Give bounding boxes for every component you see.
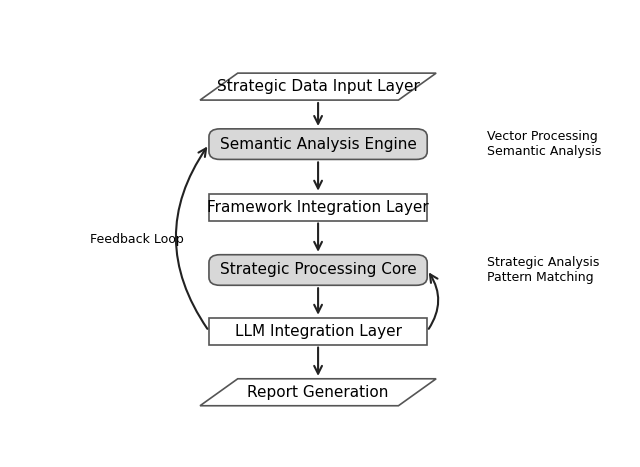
Text: Vector Processing
Semantic Analysis: Vector Processing Semantic Analysis [486, 130, 601, 158]
Text: Strategic Analysis
Pattern Matching: Strategic Analysis Pattern Matching [486, 256, 599, 284]
Text: Framework Integration Layer: Framework Integration Layer [207, 199, 429, 214]
Bar [209, 318, 428, 345]
Text: Strategic Data Input Layer: Strategic Data Input Layer [217, 79, 419, 94]
Text: Feedback Loop: Feedback Loop [90, 233, 184, 246]
Bar [209, 194, 428, 220]
FancyBboxPatch shape [209, 129, 428, 159]
Text: Report Generation: Report Generation [248, 385, 388, 400]
Polygon shape [200, 73, 436, 100]
Text: Semantic Analysis Engine: Semantic Analysis Engine [220, 137, 417, 152]
Text: LLM Integration Layer: LLM Integration Layer [235, 324, 401, 339]
FancyBboxPatch shape [209, 255, 428, 285]
Text: Strategic Processing Core: Strategic Processing Core [220, 262, 417, 277]
Polygon shape [200, 379, 436, 406]
